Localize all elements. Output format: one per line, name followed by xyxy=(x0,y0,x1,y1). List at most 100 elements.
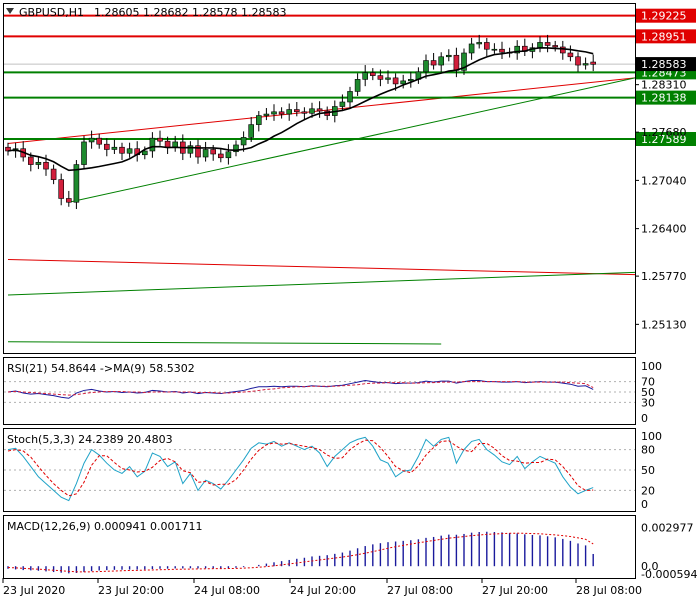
stoch-title: Stoch(5,3,3) 24.2389 20.4803 xyxy=(7,433,173,446)
candle-body xyxy=(590,61,597,65)
candle-body xyxy=(499,48,505,53)
candle-body xyxy=(271,111,277,115)
candle-body xyxy=(157,137,163,142)
candle-body xyxy=(301,111,308,114)
candle-body xyxy=(552,45,559,48)
candle-body xyxy=(309,108,315,114)
candle-body xyxy=(369,72,376,76)
level-tag-bg xyxy=(636,29,696,44)
y-tick-label: 1.28310 xyxy=(641,79,687,92)
candle-body xyxy=(81,141,87,165)
macd-pane-frame xyxy=(3,515,636,579)
stoch-level-label: 20 xyxy=(641,484,655,497)
x-tick-label: 27 Jul 08:00 xyxy=(387,584,453,597)
candle-body xyxy=(445,54,452,58)
candle-body xyxy=(278,111,285,115)
candle-body xyxy=(43,161,49,170)
rsi-level-label: 100 xyxy=(641,360,662,373)
candle-body xyxy=(58,179,65,199)
x-tick-label: 23 Jul 20:00 xyxy=(98,584,164,597)
x-tick-label: 23 Jul 2020 xyxy=(3,584,65,597)
candle-body xyxy=(567,52,574,58)
candle-body xyxy=(126,148,133,154)
macd-tick-label: -0.000594 xyxy=(641,568,697,581)
y-tick-label: 1.27680 xyxy=(641,126,687,139)
rsi-ma-line xyxy=(7,381,594,396)
candle-body xyxy=(461,52,467,71)
stoch-level-label: 0 xyxy=(641,498,648,511)
rsi-level-label: 70 xyxy=(641,376,655,389)
candle-body xyxy=(172,141,178,148)
candle-body xyxy=(339,101,346,107)
candle-body xyxy=(104,143,110,150)
x-tick-label: 28 Jul 08:00 xyxy=(576,584,642,597)
candle-body xyxy=(491,48,498,51)
y-tick-label: 1.27040 xyxy=(641,174,687,187)
candle-body xyxy=(225,151,232,159)
level-tag-bg xyxy=(636,90,696,105)
y-tick-label: 1.25130 xyxy=(641,318,687,331)
x-tick-label: 24 Jul 08:00 xyxy=(194,584,260,597)
candle-body xyxy=(202,149,209,158)
candle-body xyxy=(453,54,460,71)
y-tick-label: 1.26400 xyxy=(641,223,687,236)
candle-body xyxy=(119,146,125,154)
resistance-trendline xyxy=(7,259,636,276)
candle-body xyxy=(430,60,437,66)
symbol-label: GBPUSD,H1 xyxy=(19,6,84,19)
candle-body xyxy=(537,42,543,49)
candle-body xyxy=(233,144,239,153)
candle-body xyxy=(35,161,42,165)
level-tag-bg xyxy=(636,132,696,147)
candle-body xyxy=(263,113,270,116)
candle-body xyxy=(544,42,551,46)
candle-body xyxy=(354,79,361,92)
candle-body xyxy=(149,137,156,152)
candle-body xyxy=(392,77,399,85)
candle-body xyxy=(240,137,247,146)
macd-tick-label: 0.002977 xyxy=(641,521,694,534)
candle-body xyxy=(255,115,262,125)
candle-body xyxy=(187,145,194,154)
candle-body xyxy=(476,42,483,45)
support-trendline xyxy=(7,341,442,345)
level-tag-label: 1.29225 xyxy=(641,10,687,23)
rsi-level-label: 0 xyxy=(641,412,648,425)
candle-body xyxy=(438,56,445,66)
candle-body xyxy=(316,108,323,112)
stoch-signal-line xyxy=(7,439,594,497)
candle-body xyxy=(483,42,490,50)
level-tag-label: 1.27589 xyxy=(641,133,687,146)
candle-body xyxy=(559,46,566,54)
candle-body xyxy=(96,137,102,145)
candle-body xyxy=(377,75,384,80)
candle-body xyxy=(575,56,581,66)
candle-body xyxy=(400,80,407,85)
candle-body xyxy=(468,43,475,54)
rsi-level-label: 50 xyxy=(641,386,655,399)
candle-body xyxy=(88,137,95,143)
candle-body xyxy=(407,79,414,82)
candle-body xyxy=(73,164,80,203)
candle-body xyxy=(210,149,216,155)
candle-body xyxy=(142,150,148,156)
current-price-tag-bg xyxy=(636,57,696,72)
candle-body xyxy=(423,60,429,73)
stoch-level-label: 80 xyxy=(641,444,655,457)
ohlc-readout: 1.28605 1.28682 1.28578 1.28583 xyxy=(94,6,286,19)
stoch-level-label: 100 xyxy=(641,430,662,443)
triangle-down-icon xyxy=(6,8,14,14)
support-trendline xyxy=(7,271,636,296)
candle-body xyxy=(293,109,300,113)
main-pane-frame xyxy=(3,3,636,354)
level-tag-bg xyxy=(636,8,696,23)
candle-body xyxy=(50,168,57,180)
candle-body xyxy=(385,77,391,80)
stoch-level-label: 50 xyxy=(641,464,655,477)
candle-body xyxy=(164,140,171,148)
level-tag-label: 1.28951 xyxy=(641,30,687,43)
candle-body xyxy=(27,156,34,165)
candle-body xyxy=(111,146,118,150)
